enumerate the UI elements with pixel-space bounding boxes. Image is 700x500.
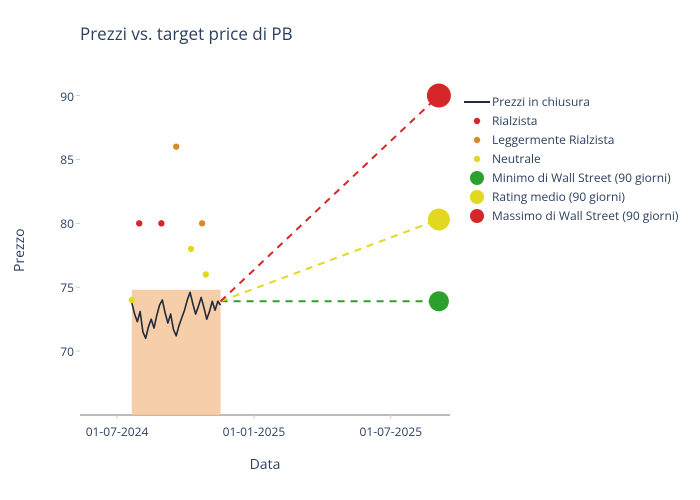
legend-item[interactable]: Rating medio (90 giorni): [462, 187, 678, 206]
legend-label: Massimo di Wall Street (90 giorni): [492, 207, 678, 224]
x-tick-label: 01-07-2024: [77, 423, 157, 440]
legend: Prezzi in chiusura Rialzista Leggermente R…: [462, 92, 678, 225]
legend-label: Neutrale: [492, 150, 541, 167]
legend-swatch: [462, 169, 492, 187]
legend-swatch: [462, 95, 492, 109]
legend-item[interactable]: Rialzista: [462, 111, 678, 130]
legend-label: Prezzi in chiusura: [492, 93, 590, 110]
x-tick-label: 01-01-2025: [214, 423, 294, 440]
legend-swatch: [462, 131, 492, 149]
legend-swatch: [462, 188, 492, 206]
x-tick-label: 01-07-2025: [351, 423, 431, 440]
legend-label: Rialzista: [492, 112, 537, 129]
legend-swatch: [462, 112, 492, 130]
y-tick-label: 70: [60, 343, 74, 360]
x-axis-label: Data: [0, 455, 530, 474]
y-tick-label: 85: [60, 151, 74, 168]
y-tick-label: 90: [60, 88, 74, 105]
y-axis-label: Prezzo: [10, 0, 29, 500]
legend-label: Leggermente Rialzista: [492, 131, 614, 148]
legend-item[interactable]: Prezzi in chiusura: [462, 92, 678, 111]
legend-label: Rating medio (90 giorni): [492, 188, 625, 205]
legend-label: Minimo di Wall Street (90 giorni): [492, 169, 671, 186]
legend-item[interactable]: Neutrale: [462, 149, 678, 168]
legend-item[interactable]: Leggermente Rialzista: [462, 130, 678, 149]
legend-swatch: [462, 150, 492, 168]
legend-swatch: [462, 207, 492, 225]
y-tick-label: 75: [60, 279, 74, 296]
legend-item[interactable]: Massimo di Wall Street (90 giorni): [462, 206, 678, 225]
y-tick-label: 80: [60, 215, 74, 232]
legend-item[interactable]: Minimo di Wall Street (90 giorni): [462, 168, 678, 187]
